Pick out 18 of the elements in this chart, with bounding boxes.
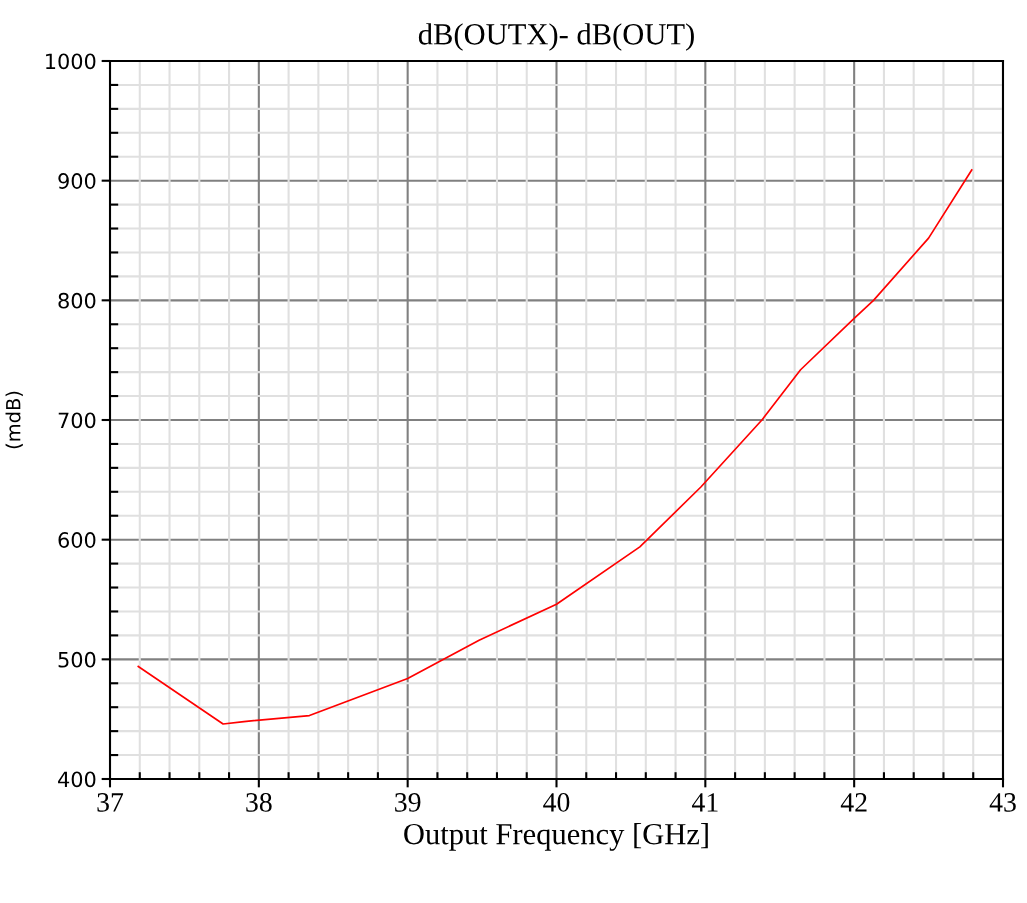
- y-tick-label: 400: [58, 771, 96, 788]
- y-tick-label: 900: [58, 173, 96, 189]
- y-tick-label: 800: [58, 292, 96, 309]
- y-tick-label: 700: [58, 412, 96, 429]
- x-tick-label: 42: [840, 793, 867, 812]
- x-tick-label: 43: [989, 793, 1016, 812]
- y-axis-title: (mdB): [5, 391, 23, 449]
- x-tick-label: 37: [97, 793, 124, 812]
- chart-title: dB(OUTX)- dB(OUT): [418, 23, 694, 51]
- y-tick-label: 500: [58, 651, 96, 668]
- y-tick-label: 1000: [46, 53, 96, 70]
- y-tick-label: 600: [58, 532, 96, 548]
- x-tick-label: 39: [395, 793, 421, 812]
- line-series: [137, 169, 973, 725]
- x-axis-title: Output Frequency [GHz]: [404, 822, 708, 851]
- x-tick-label: 41: [691, 793, 718, 812]
- x-tick-label: 40: [543, 793, 570, 812]
- x-tick-label: 38: [246, 793, 272, 812]
